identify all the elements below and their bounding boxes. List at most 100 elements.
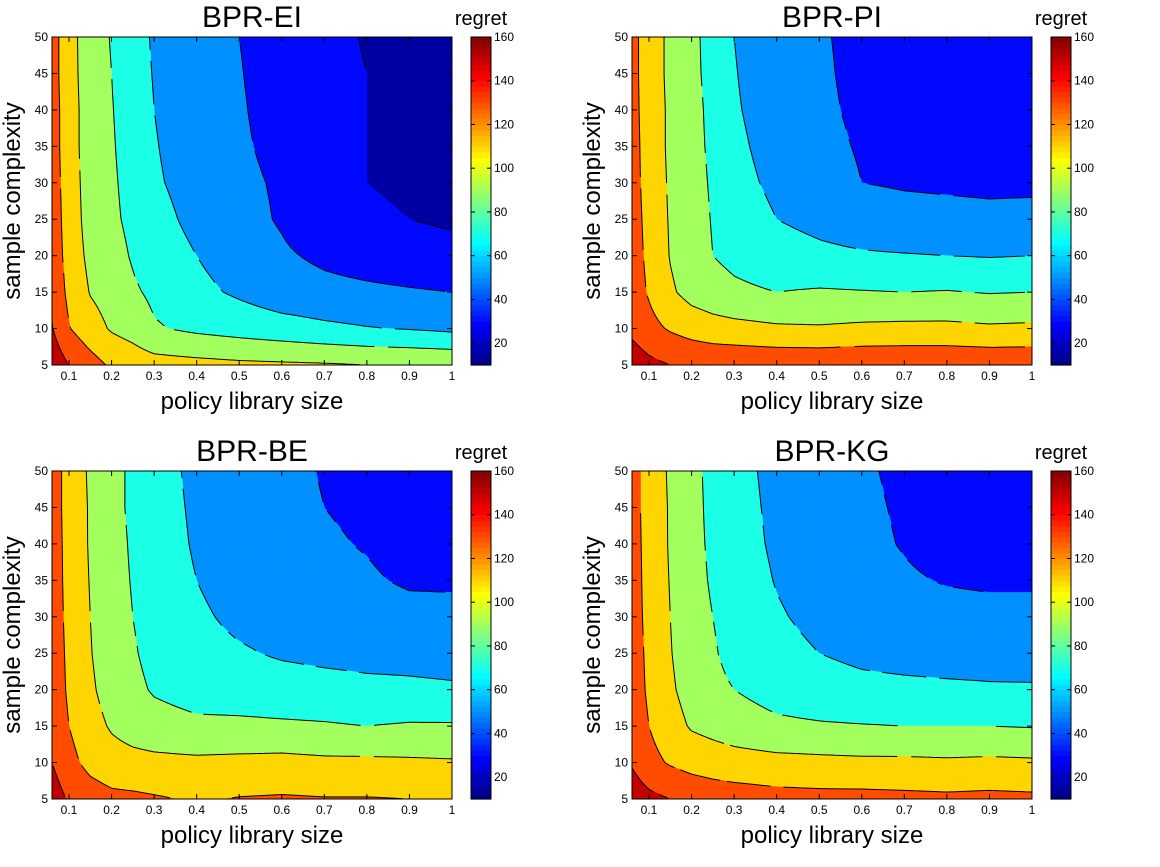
- colorbar-swatch: [471, 558, 491, 565]
- x-tick-label: 0.5: [811, 803, 828, 817]
- colorbar-swatch: [1051, 673, 1071, 680]
- colorbar-swatch: [1051, 755, 1071, 762]
- x-axis-label: policy library size: [161, 822, 344, 849]
- colorbar-swatch: [1051, 75, 1071, 82]
- colorbar-swatch: [471, 645, 491, 652]
- x-tick-label: 0.6: [853, 803, 870, 817]
- colorbar-swatch: [1051, 503, 1071, 510]
- colorbar-swatch: [1051, 135, 1071, 142]
- colorbar-swatch: [1051, 607, 1071, 614]
- colorbar-swatch: [471, 233, 491, 240]
- colorbar-swatch: [471, 563, 491, 570]
- colorbar-tick-label: 160: [1074, 464, 1094, 478]
- colorbar-swatch: [471, 135, 491, 142]
- colorbar-swatch: [1051, 629, 1071, 636]
- colorbar-swatch: [1051, 525, 1071, 532]
- colorbar-swatch: [471, 201, 491, 208]
- colorbar-swatch: [471, 304, 491, 311]
- y-tick-label: 15: [615, 285, 629, 299]
- x-tick-label: 0.8: [359, 803, 376, 817]
- colorbar-tick-label: 100: [1074, 595, 1094, 609]
- colorbar-swatch: [471, 689, 491, 696]
- colorbar-swatch: [471, 75, 491, 82]
- contour-plot-svg: 0.1 0.2 0.3 0.4 0.5 0.6 0.7 0.8 0.9 1510152025303…: [0, 435, 514, 849]
- colorbar-swatch: [1051, 531, 1071, 538]
- colorbar-swatch: [1051, 315, 1071, 322]
- contour-band-100: [61, 470, 453, 800]
- colorbar-swatch: [1051, 310, 1071, 317]
- colorbar-swatch: [1051, 563, 1071, 570]
- colorbar-swatch: [471, 157, 491, 164]
- colorbar-swatch: [1051, 211, 1071, 218]
- colorbar-swatch: [471, 487, 491, 494]
- contour-bands: [51, 36, 453, 367]
- colorbar-swatch: [1051, 157, 1071, 164]
- colorbar-swatch: [1051, 108, 1071, 115]
- colorbar-swatch: [471, 514, 491, 521]
- colorbar-swatch: [471, 635, 491, 642]
- chart-title: BPR-EI: [202, 1, 302, 34]
- y-tick-label: 25: [615, 212, 629, 226]
- y-tick-label: 40: [35, 537, 49, 551]
- colorbar-label: regret: [1035, 8, 1088, 30]
- colorbar-swatch: [1051, 42, 1071, 49]
- contour-band-80: [86, 470, 453, 760]
- colorbar-swatch: [471, 69, 491, 76]
- colorbar-frame: [470, 36, 492, 366]
- colorbar-swatch: [471, 471, 491, 478]
- colorbar-tick-label: 160: [494, 464, 514, 478]
- colorbar-swatch: [471, 738, 491, 745]
- colorbar-swatch: [471, 228, 491, 235]
- colorbar-swatch: [1051, 162, 1071, 169]
- contour-bands: [631, 470, 1033, 800]
- colorbar-swatch: [471, 162, 491, 169]
- colorbar-tick-label: 60: [494, 249, 508, 263]
- colorbar-swatch: [471, 695, 491, 702]
- contour-band-40: [180, 470, 453, 681]
- y-tick-label: 5: [41, 358, 48, 372]
- colorbar-swatch: [1051, 492, 1071, 499]
- colorbar-swatch: [1051, 69, 1071, 76]
- contour-lines: [52, 470, 453, 800]
- y-tick-label: 15: [615, 719, 629, 733]
- colorbar-swatch: [471, 151, 491, 158]
- colorbar-swatch: [1051, 113, 1071, 120]
- colorbar-swatch: [471, 542, 491, 549]
- colorbar-swatch: [471, 42, 491, 49]
- y-tick-label: 25: [35, 212, 49, 226]
- y-tick-label: 45: [615, 66, 629, 80]
- colorbar-swatch: [471, 640, 491, 647]
- colorbar-tick-label: 120: [1074, 551, 1094, 565]
- colorbar-swatch: [1051, 348, 1071, 355]
- colorbar-swatch: [471, 86, 491, 93]
- colorbar-tick-label: 40: [1074, 292, 1088, 306]
- colorbar-tick-label: 160: [1074, 30, 1094, 44]
- y-tick-label: 45: [35, 66, 49, 80]
- colorbar-swatch: [471, 531, 491, 538]
- colorbar-tick-label: 60: [1074, 683, 1088, 697]
- colorbar-swatch: [1051, 97, 1071, 104]
- colorbar-swatch: [471, 744, 491, 751]
- colorbar-tick-label: 40: [494, 726, 508, 740]
- x-tick-label: 1: [449, 369, 456, 383]
- colorbar-tick-label: 60: [1074, 249, 1088, 263]
- x-tick-label: 0.3: [146, 369, 163, 383]
- colorbar-swatch: [471, 332, 491, 339]
- colorbar-swatch: [1051, 684, 1071, 691]
- colorbar-swatch: [1051, 173, 1071, 180]
- colorbar-swatch: [1051, 481, 1071, 488]
- colorbar-swatch: [1051, 760, 1071, 767]
- colorbar-swatch: [471, 190, 491, 197]
- colorbar-swatch: [471, 321, 491, 328]
- colorbar-swatch: [471, 283, 491, 290]
- colorbar-swatch: [1051, 777, 1071, 784]
- colorbar-swatch: [1051, 277, 1071, 284]
- colorbar-swatch: [1051, 321, 1071, 328]
- colorbar-swatch: [1051, 283, 1071, 290]
- colorbar-swatch: [471, 211, 491, 218]
- colorbar-tick-label: 100: [494, 161, 514, 175]
- colorbar-swatch: [1051, 91, 1071, 98]
- x-axis: 0.1 0.2 0.3 0.4 0.5 0.6 0.7 0.8 0.9 1: [61, 471, 456, 817]
